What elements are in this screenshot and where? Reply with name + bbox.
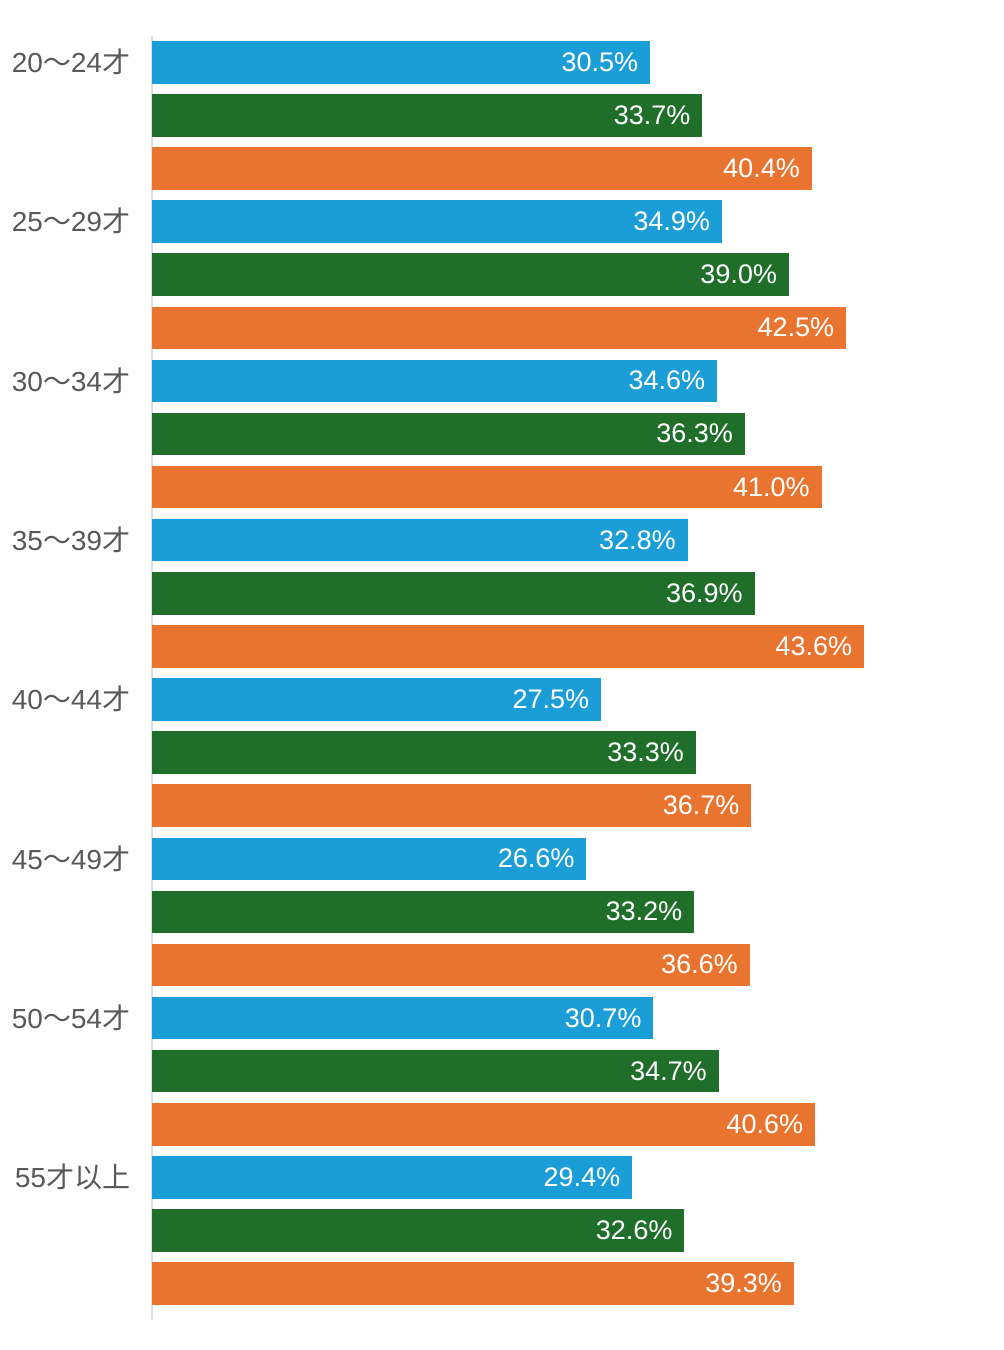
value-label: 39.3%: [705, 1268, 782, 1299]
bar-green: 36.3%: [152, 412, 745, 456]
bar-orange: 43.6%: [152, 625, 864, 668]
bar-orange: 40.6%: [152, 1103, 815, 1146]
value-label: 29.4%: [543, 1161, 621, 1192]
bar-blue: 30.7%: [152, 996, 654, 1040]
bar-green: 34.7%: [152, 1049, 719, 1093]
value-label: 41.0%: [732, 471, 810, 502]
bar-orange: 40.4%: [152, 147, 812, 190]
bar-blue: 30.5%: [152, 41, 651, 84]
category-label: 35〜39才: [11, 524, 130, 556]
category-label: 55才以上: [14, 1162, 130, 1194]
bar-orange: 36.7%: [152, 784, 752, 827]
bar-blue: 26.6%: [152, 837, 587, 880]
category-label: 45〜49才: [11, 843, 130, 875]
bar-green: 33.2%: [152, 890, 695, 934]
bar-orange: 41.0%: [152, 465, 822, 509]
value-label: 30.7%: [564, 1002, 642, 1033]
value-label: 36.6%: [661, 949, 738, 980]
bar-green: 36.9%: [152, 572, 755, 615]
bar-blue: 29.4%: [152, 1156, 633, 1199]
bar-blue: 32.8%: [152, 518, 688, 562]
bar-orange: 42.5%: [152, 306, 847, 349]
value-label: 27.5%: [512, 683, 590, 714]
category-label: 25〜29才: [11, 206, 130, 238]
value-label: 40.6%: [726, 1108, 803, 1139]
y-axis-line: [151, 36, 153, 1320]
bar-orange: 39.3%: [152, 1262, 794, 1305]
value-label: 33.3%: [607, 737, 684, 768]
value-label: 36.3%: [656, 418, 733, 449]
category-label: 20〜24才: [11, 47, 130, 78]
category-label: 40〜44才: [11, 684, 130, 716]
bar-blue: 34.6%: [152, 359, 718, 403]
value-label: 36.7%: [662, 790, 740, 821]
value-label: 34.7%: [630, 1055, 707, 1086]
value-label: 32.8%: [599, 524, 676, 555]
value-label: 34.6%: [628, 365, 706, 396]
bar-green: 33.7%: [152, 94, 703, 137]
bar-green: 39.0%: [152, 253, 789, 296]
value-label: 36.9%: [666, 577, 743, 608]
value-label: 39.0%: [700, 259, 777, 290]
value-label: 34.9%: [633, 206, 710, 237]
bar-orange: 36.6%: [152, 943, 750, 987]
value-label: 32.6%: [595, 1214, 673, 1245]
value-label: 42.5%: [757, 312, 835, 343]
bar-green: 32.6%: [152, 1209, 685, 1252]
category-label: 30〜34才: [11, 365, 130, 397]
bar-blue: 27.5%: [152, 678, 602, 721]
value-label: 40.4%: [723, 152, 800, 183]
value-label: 33.2%: [605, 896, 683, 927]
bar-blue: 34.9%: [152, 200, 722, 243]
value-label: 33.7%: [613, 99, 691, 130]
value-label: 30.5%: [561, 46, 639, 77]
category-label: 50〜54才: [11, 1002, 130, 1034]
bar-green: 33.3%: [152, 731, 696, 774]
value-label: 43.6%: [775, 630, 852, 661]
value-label: 26.6%: [497, 843, 575, 874]
